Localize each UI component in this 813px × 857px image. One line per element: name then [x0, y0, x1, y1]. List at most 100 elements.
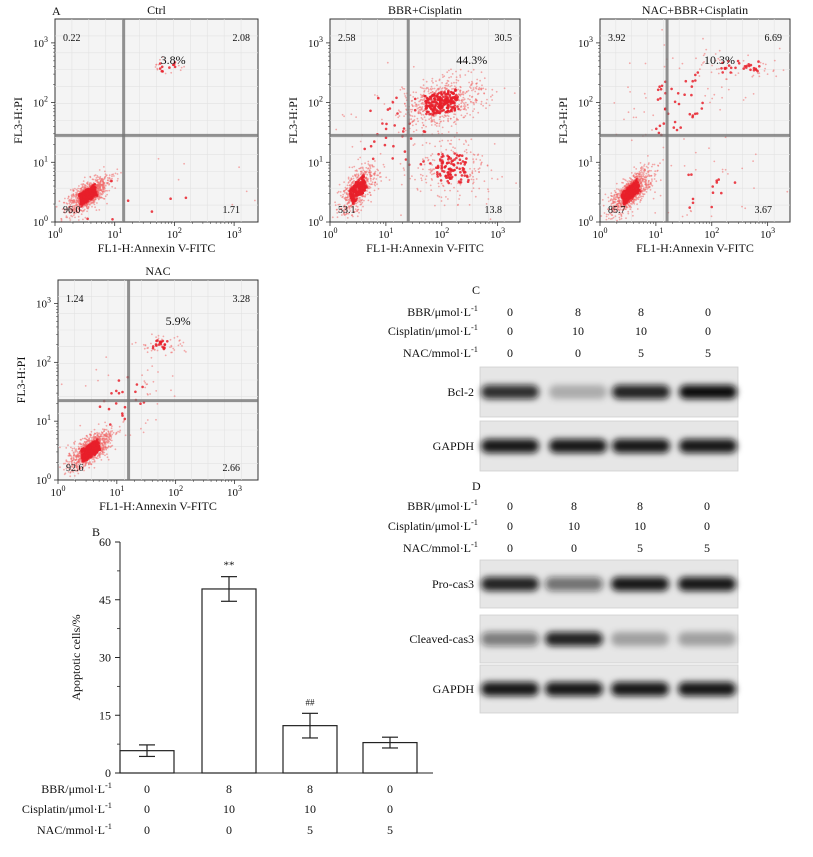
event-dot [102, 192, 104, 195]
event-dot [362, 205, 364, 208]
event-dot [613, 200, 616, 203]
event-dot [764, 67, 766, 70]
event-dot [107, 407, 111, 411]
event-dot [350, 181, 353, 184]
event-dot [635, 168, 638, 170]
event-dot [359, 196, 361, 199]
event-dot [141, 374, 144, 377]
event-dot [485, 102, 488, 105]
event-dot [428, 118, 431, 121]
event-dot [628, 62, 631, 65]
event-dot [640, 189, 643, 192]
event-dot [662, 146, 665, 149]
event-dot [421, 94, 424, 97]
event-dot [637, 198, 640, 201]
event-dot [436, 84, 438, 87]
event-dot [762, 62, 765, 65]
event-dot [80, 445, 82, 448]
event-dot [644, 181, 647, 184]
event-dot [95, 437, 97, 440]
plot-title: NAC [145, 264, 170, 278]
event-dot [146, 419, 149, 421]
apoptosis-percent-label: 5.9% [166, 314, 191, 328]
event-dot [425, 141, 428, 144]
event-dot [424, 119, 427, 122]
event-dot [658, 124, 662, 128]
event-dot [119, 429, 122, 432]
event-dot [169, 338, 172, 341]
event-dot [624, 185, 627, 188]
event-dot [480, 100, 483, 103]
event-dot [371, 164, 374, 167]
event-dot [445, 110, 449, 113]
y-tick-label: 103 [578, 35, 593, 50]
event-dot [99, 435, 102, 438]
event-dot [105, 424, 108, 427]
event-dot [404, 105, 407, 107]
event-dot [412, 96, 415, 98]
event-dot [432, 81, 434, 84]
event-dot [423, 98, 426, 100]
event-dot [721, 71, 724, 74]
event-dot [374, 170, 377, 173]
event-dot [442, 108, 446, 112]
event-dot [436, 171, 439, 174]
event-dot [472, 182, 474, 185]
event-dot [701, 101, 704, 105]
condition-label: BBR/μmol·L-1 [41, 781, 112, 796]
event-dot [135, 383, 139, 386]
condition-value: 10 [304, 802, 316, 816]
event-dot [117, 430, 119, 433]
event-dot [69, 475, 72, 478]
event-dot [617, 192, 620, 195]
x-axis-label: FL1-H:Annexin V-FITC [98, 241, 216, 255]
event-dot [615, 182, 618, 185]
event-dot [717, 178, 720, 181]
event-dot [453, 89, 457, 92]
event-dot [720, 67, 723, 70]
event-dot [448, 76, 450, 79]
event-dot [441, 139, 444, 142]
event-dot [656, 98, 660, 101]
event-dot [157, 157, 160, 160]
event-dot [360, 170, 362, 173]
event-dot [70, 457, 73, 460]
event-dot [643, 176, 646, 178]
event-dot [485, 107, 487, 110]
event-dot [688, 206, 691, 209]
event-dot [453, 106, 457, 110]
y-axis-label: FL3-H:PI [14, 357, 28, 404]
condition-label: Cisplatin/μmol·L-1 [22, 801, 112, 816]
event-dot [151, 333, 153, 336]
event-dot [615, 193, 618, 196]
event-dot [630, 139, 633, 142]
event-dot [421, 98, 423, 101]
event-dot [483, 92, 485, 94]
event-dot [417, 120, 419, 123]
event-dot [90, 200, 93, 202]
event-dot [711, 97, 714, 100]
event-dot [442, 76, 444, 78]
event-dot [380, 180, 383, 182]
event-dot [366, 184, 369, 187]
event-dot [471, 170, 474, 173]
event-dot [634, 172, 636, 175]
event-dot [377, 187, 380, 190]
event-dot [365, 179, 368, 181]
event-dot [98, 185, 101, 188]
event-dot [440, 164, 444, 167]
event-dot [157, 337, 160, 340]
event-dot [245, 190, 248, 193]
event-dot [452, 146, 454, 149]
y-axis-label: FL3-H:PI [11, 97, 25, 144]
event-dot [465, 148, 468, 151]
event-dot [362, 195, 365, 197]
event-dot [76, 191, 79, 193]
event-dot [644, 169, 646, 172]
event-dot [656, 88, 660, 92]
event-dot [747, 54, 749, 57]
condition-value: 8 [575, 305, 581, 319]
event-dot [113, 175, 115, 177]
event-dot [404, 113, 407, 115]
event-dot [468, 94, 471, 97]
